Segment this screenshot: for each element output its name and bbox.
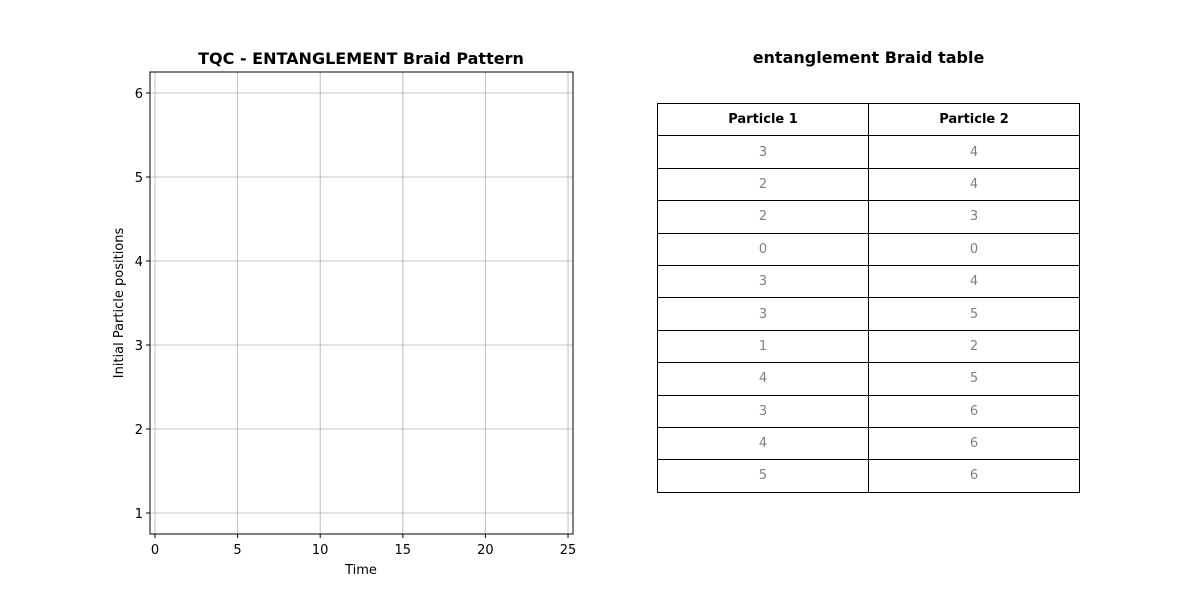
table-cell-particle-1: 1 <box>657 329 869 364</box>
table-cell-particle-1: 0 <box>657 232 869 266</box>
table-cell-particle-2: 6 <box>868 394 1080 428</box>
table-cell-particle-2: 4 <box>868 264 1080 299</box>
table-cell-particle-1: 3 <box>657 297 869 331</box>
x-tick-label: 5 <box>233 543 241 558</box>
table-cell-particle-2: 6 <box>868 426 1080 461</box>
table-cell-particle-2: 6 <box>868 459 1080 493</box>
x-tick-label: 25 <box>560 543 577 558</box>
x-tick-label: 20 <box>477 543 494 558</box>
column-header-particle-2: Particle 2 <box>868 102 1080 137</box>
table-cell-particle-2: 2 <box>868 329 1080 364</box>
table-cell-particle-2: 4 <box>868 135 1080 169</box>
table-cell-particle-1: 3 <box>657 135 869 169</box>
braid-table-title: entanglement Braid table <box>752 48 985 67</box>
table-cell-particle-1: 4 <box>657 426 869 461</box>
y-tick-label: 2 <box>135 423 143 438</box>
x-tick-label: 0 <box>151 543 159 558</box>
braid-plot-area: 0 5 10 15 20 25 1 2 3 4 5 6 <box>135 71 577 558</box>
braid-table-header-row: Particle 1 Particle 2 <box>657 102 1080 137</box>
table-cell-particle-2: 3 <box>868 200 1080 234</box>
table-cell-particle-1: 2 <box>657 200 869 234</box>
table-cell-particle-1: 2 <box>657 167 869 202</box>
y-axis-label: Initial Particle positions <box>112 228 127 379</box>
table-cell-particle-2: 0 <box>868 232 1080 266</box>
x-axis-label: Time <box>344 563 377 578</box>
axes-frame <box>149 71 574 535</box>
braid-chart-title: TQC - ENTANGLEMENT Braid Pattern <box>198 49 524 68</box>
table-cell-particle-1: 5 <box>657 459 869 493</box>
y-tick-label: 5 <box>135 171 143 186</box>
y-tick-label: 3 <box>135 339 143 354</box>
x-tick-label: 15 <box>395 543 412 558</box>
x-tick-label: 10 <box>312 543 329 558</box>
table-cell-particle-2: 5 <box>868 362 1080 396</box>
y-tick-label: 4 <box>135 255 143 270</box>
table-cell-particle-2: 5 <box>868 297 1080 331</box>
table-cell-particle-2: 4 <box>868 167 1080 202</box>
table-cell-particle-1: 3 <box>657 264 869 299</box>
table-cell-particle-1: 4 <box>657 362 869 396</box>
y-tick-label: 1 <box>135 507 143 522</box>
column-header-particle-1: Particle 1 <box>657 102 869 137</box>
y-tick-label: 6 <box>135 87 143 102</box>
table-cell-particle-1: 3 <box>657 394 869 428</box>
